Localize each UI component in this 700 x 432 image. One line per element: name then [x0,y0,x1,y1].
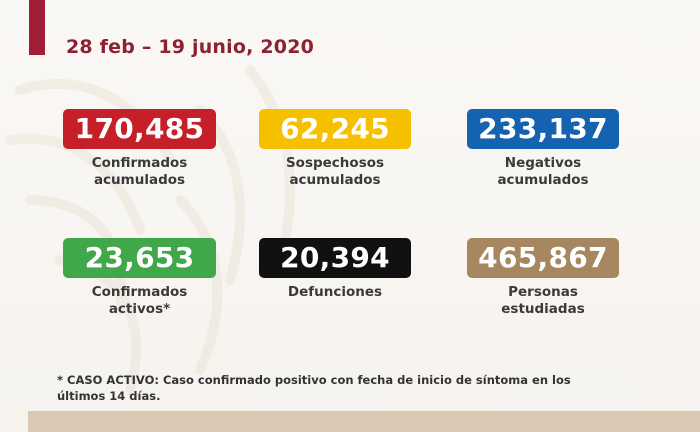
stat-suspected-cumulative: 62,245 Sospechosos acumulados [259,109,411,189]
header-accent-bar [29,0,45,55]
watermark-emblem-icon [5,65,295,395]
stat-value-box: 23,653 [63,238,216,278]
bottom-decorative-strip [28,411,700,432]
stat-label: Personas estudiadas [501,284,585,317]
active-case-footnote: * CASO ACTIVO: Caso confirmado positivo … [57,373,571,403]
stat-people-studied: 465,867 Personas estudiadas [467,238,619,318]
stat-value-box: 62,245 [259,109,411,149]
stat-label: Negativos acumulados [497,155,589,188]
stat-confirmed-cumulative: 170,485 Confirmados acumulados [63,109,216,189]
stat-negative-cumulative: 233,137 Negativos acumulados [467,109,619,189]
stat-label: Defunciones [287,284,383,300]
stat-confirmed-active: 23,653 Confirmados activos* [63,238,216,318]
stat-value-box: 465,867 [467,238,619,278]
stat-label: Confirmados acumulados [91,155,188,188]
stat-label: Confirmados activos* [91,284,188,317]
stat-deaths: 20,394 Defunciones [259,238,411,301]
stat-label: Sospechosos acumulados [285,155,385,188]
date-range-title: 28 feb – 19 junio, 2020 [66,36,315,58]
stat-value-box: 170,485 [63,109,216,149]
stat-value-box: 20,394 [259,238,411,278]
stat-value-box: 233,137 [467,109,619,149]
